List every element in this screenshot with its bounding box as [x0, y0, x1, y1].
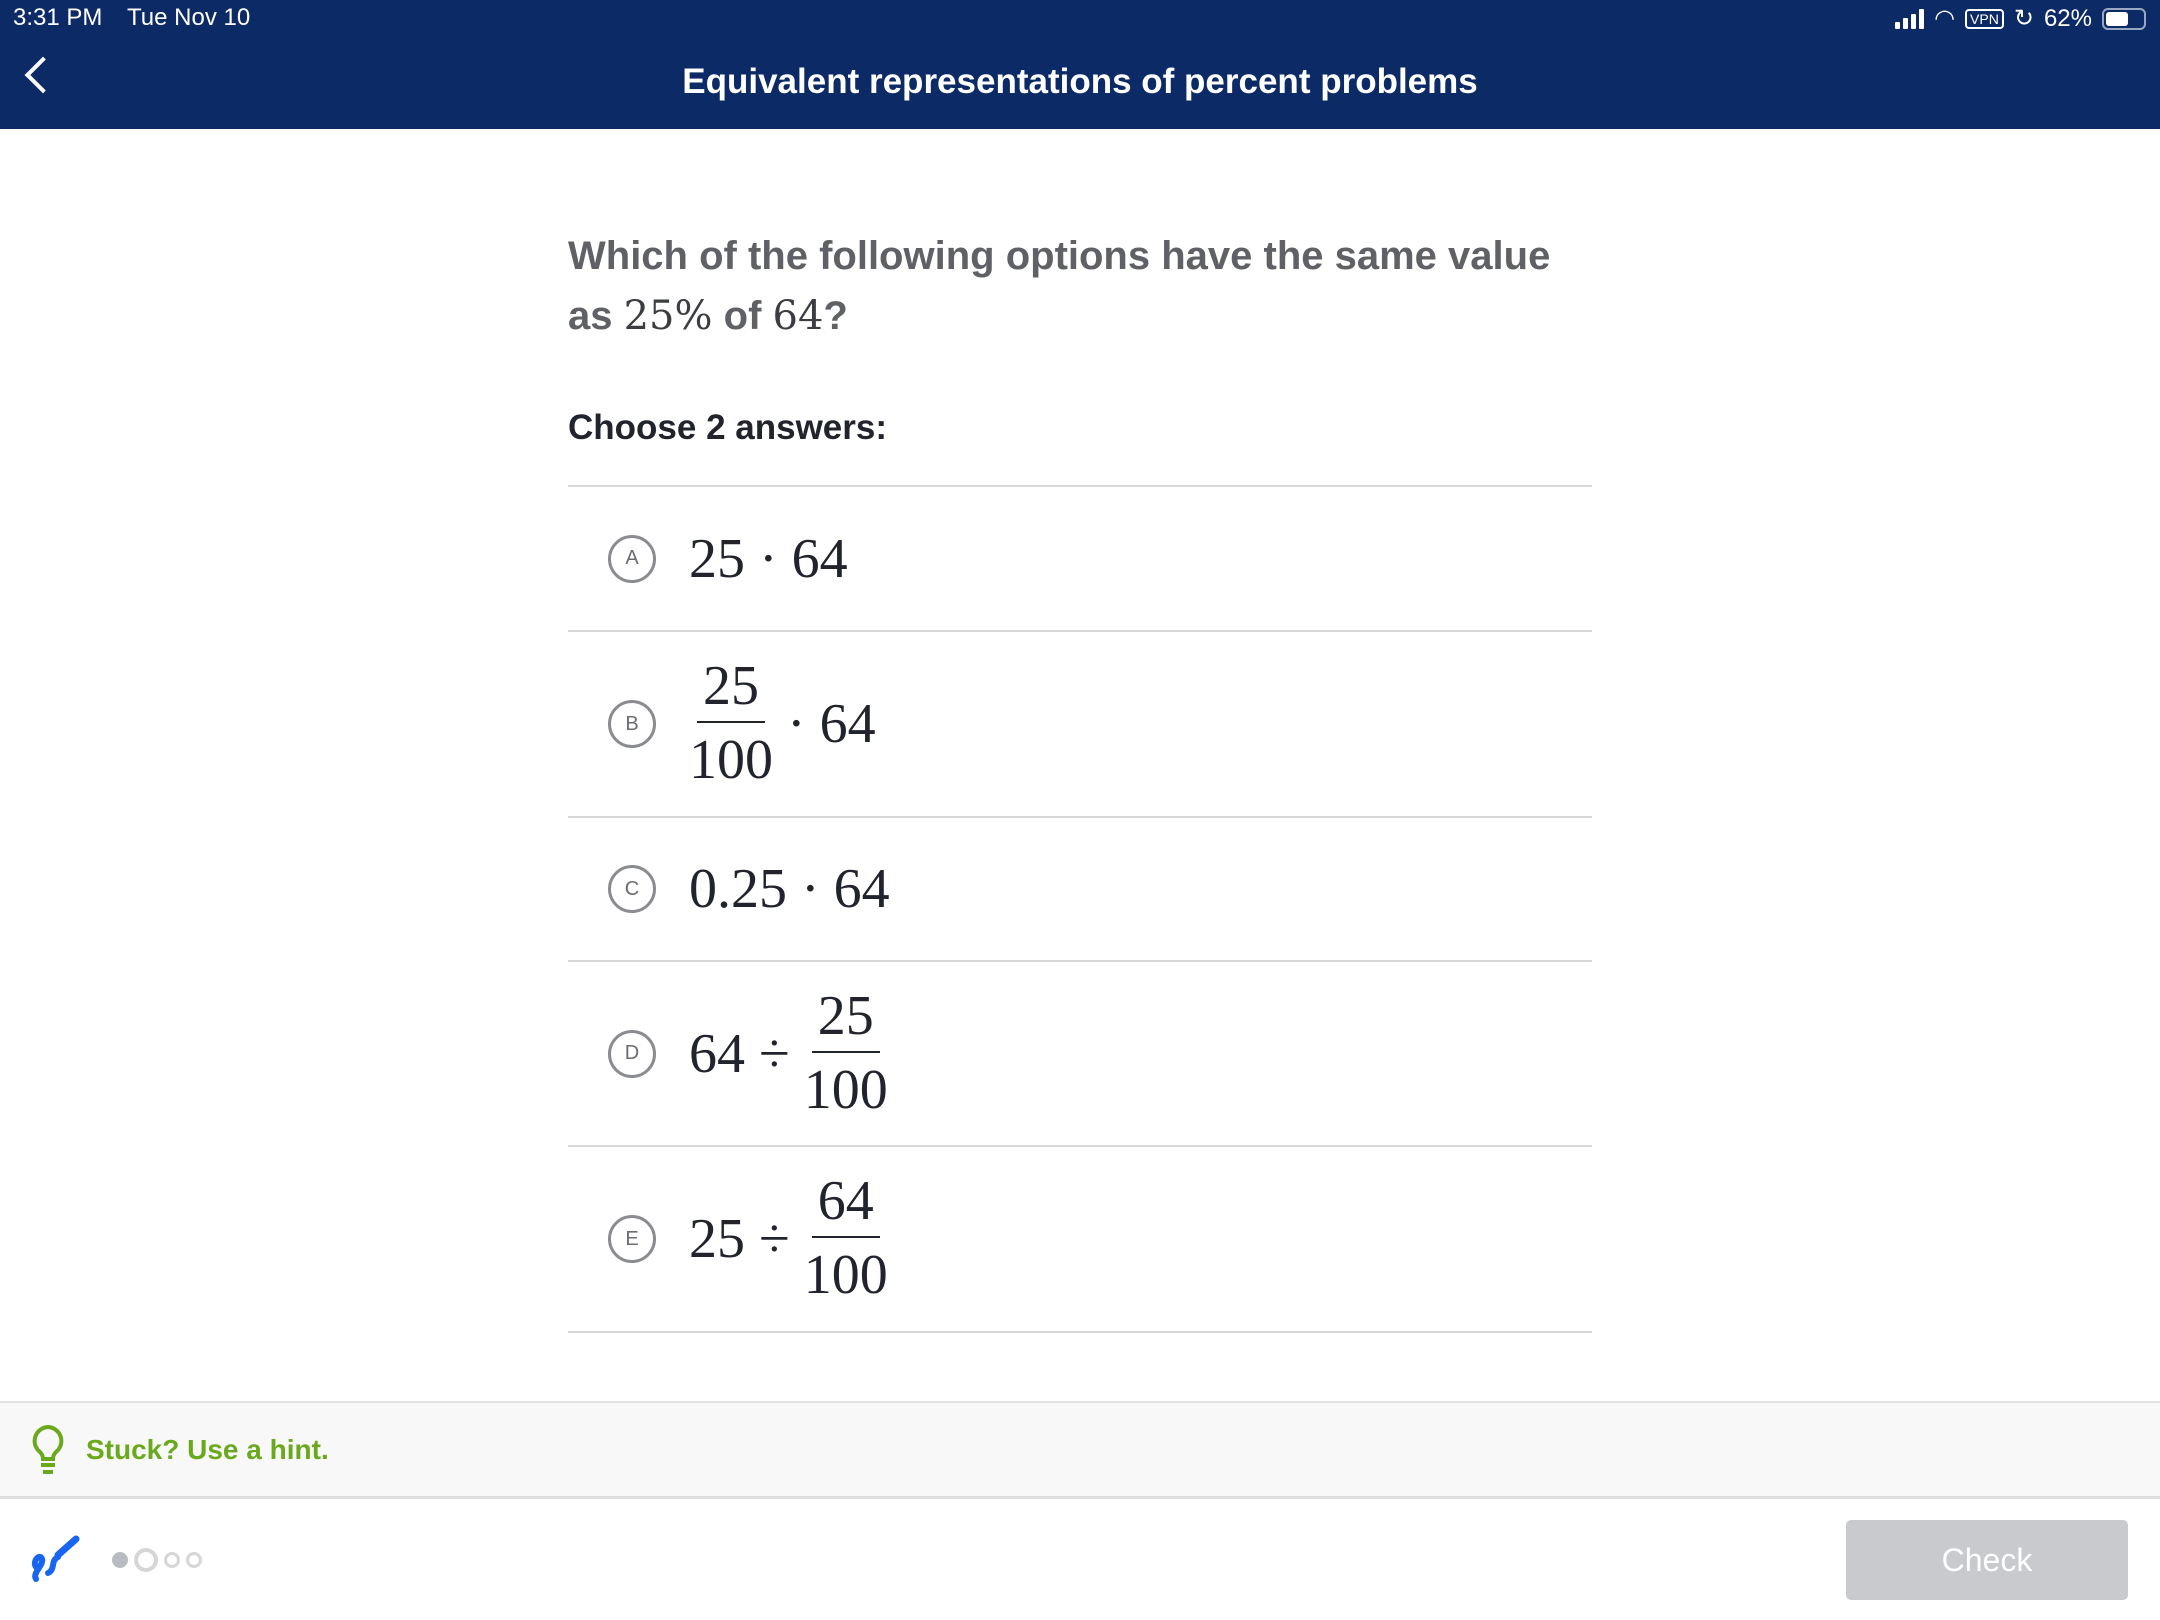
- scratchpad-pencil-icon[interactable]: [30, 1533, 82, 1585]
- choice-list: A 25 · 64 B 25 100 · 64 C 0.25 · 64 D 64 ÷ 25 100 …: [568, 485, 1592, 1333]
- choice-letter: B: [608, 700, 656, 748]
- choice-e[interactable]: E 25 ÷ 64 100: [568, 1147, 1592, 1333]
- choice-letter: C: [608, 865, 656, 913]
- choice-math: 25 ÷ 64 100: [689, 1166, 888, 1312]
- progress-dot: [112, 1552, 128, 1568]
- hint-label: Stuck? Use a hint.: [86, 1433, 329, 1465]
- instruction: Choose 2 answers:: [568, 408, 887, 447]
- signal-icon: [1895, 8, 1925, 29]
- battery-percent: 62%: [2043, 4, 2092, 32]
- hint-button[interactable]: Stuck? Use a hint.: [0, 1401, 2160, 1499]
- status-icons: ◠ VPN ↻ 62%: [1895, 4, 2146, 33]
- choice-letter: E: [608, 1215, 656, 1263]
- lightbulb-icon: [32, 1424, 64, 1474]
- choice-d[interactable]: D 64 ÷ 25 100: [568, 962, 1592, 1147]
- check-button[interactable]: Check: [1846, 1520, 2128, 1600]
- choice-letter: A: [608, 534, 656, 583]
- progress-dot: [164, 1552, 180, 1568]
- top-bar: 3:31 PM Tue Nov 10 ◠ VPN ↻ 62% Equivalen…: [0, 0, 2160, 129]
- choice-a[interactable]: A 25 · 64: [568, 487, 1592, 632]
- page-title: Equivalent representations of percent pr…: [682, 62, 1478, 101]
- rotation-lock-icon: ↻: [2013, 5, 2034, 32]
- choice-math: 0.25 · 64: [689, 858, 890, 920]
- status-date: Tue Nov 10: [127, 4, 251, 31]
- choice-math: 25 · 64: [689, 527, 848, 590]
- choice-b[interactable]: B 25 100 · 64: [568, 632, 1592, 818]
- question-text: Which of the following options have the …: [568, 234, 1551, 339]
- choice-math: 64 ÷ 25 100: [689, 981, 888, 1127]
- status-time: 3:31 PM: [13, 4, 103, 31]
- choice-letter: D: [608, 1029, 656, 1078]
- choice-math: 25 100 · 64: [689, 651, 876, 797]
- wifi-icon: ◠: [1934, 5, 1956, 32]
- progress-dot: [186, 1552, 202, 1568]
- progress-dots: [112, 1548, 202, 1572]
- choice-c[interactable]: C 0.25 · 64: [568, 818, 1592, 962]
- vpn-badge: VPN: [1965, 8, 2004, 29]
- battery-icon: [2102, 7, 2146, 30]
- progress-dot: [134, 1548, 158, 1572]
